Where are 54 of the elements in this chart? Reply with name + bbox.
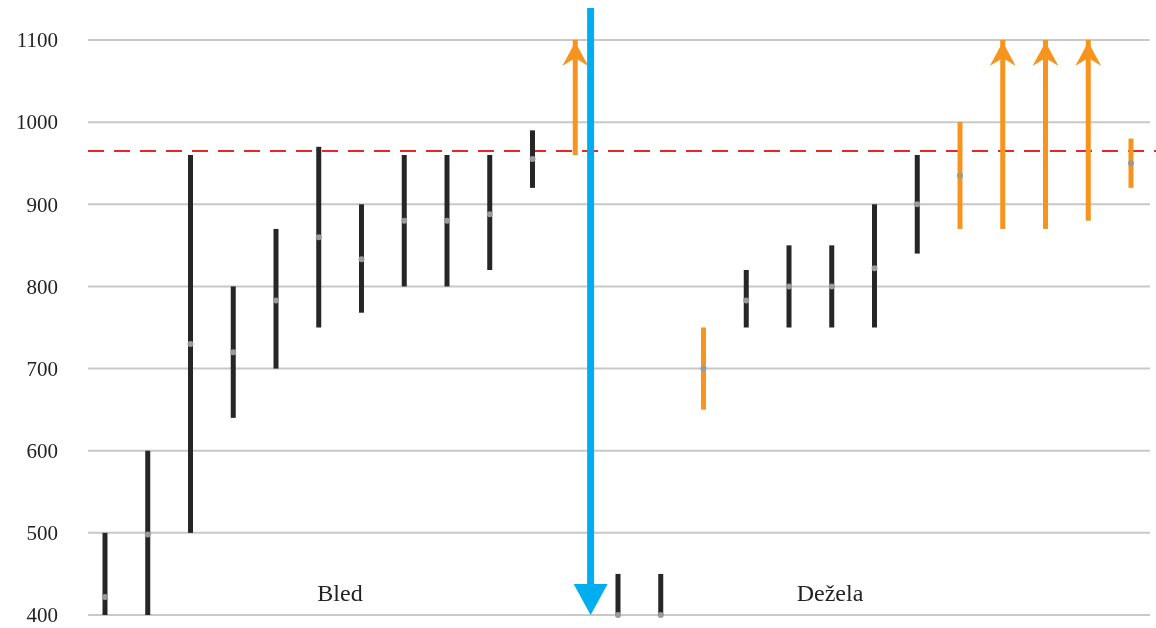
point (871, 265, 878, 272)
bar (872, 204, 877, 328)
y-tick-label: 800 (26, 274, 58, 299)
bar (145, 450, 151, 615)
bar (273, 228, 279, 369)
point (957, 172, 963, 179)
bar (914, 155, 920, 254)
point (615, 612, 621, 618)
y-tick-label: 700 (26, 356, 58, 381)
point (315, 234, 322, 241)
bar (487, 155, 493, 270)
point (828, 283, 835, 290)
point (700, 365, 707, 372)
bar (829, 245, 835, 328)
point (914, 201, 921, 208)
bar (188, 155, 193, 533)
bar (957, 122, 963, 229)
bar (1043, 40, 1048, 229)
bar (359, 204, 364, 313)
point (657, 612, 664, 618)
bar (1085, 40, 1091, 221)
point (486, 211, 493, 218)
y-tick-label: 400 (26, 603, 58, 628)
bar (530, 130, 535, 188)
point (786, 283, 792, 290)
point (187, 340, 194, 347)
bar (615, 573, 621, 615)
bar (230, 286, 236, 418)
point (230, 349, 237, 356)
point (529, 156, 536, 163)
point (743, 297, 750, 304)
bar (786, 245, 792, 328)
bar (102, 532, 108, 615)
annotation: Dežela (796, 580, 864, 606)
y-tick-label: 900 (26, 192, 58, 217)
point (444, 217, 450, 224)
y-tick-label: 500 (26, 521, 58, 546)
bar (743, 270, 749, 328)
point (102, 593, 108, 600)
y-tick-label: 1100 (16, 28, 58, 53)
y-tick-label: 600 (26, 439, 58, 464)
bar (658, 573, 664, 615)
bar (701, 327, 706, 410)
bar (1000, 40, 1006, 229)
point (144, 531, 151, 538)
point (273, 297, 279, 304)
bar (401, 155, 407, 287)
bar (316, 146, 322, 328)
point (401, 217, 408, 224)
annotation: Bled (317, 580, 363, 606)
point (1128, 160, 1134, 167)
y-tick-label: 1000 (16, 110, 58, 135)
bar (444, 155, 450, 287)
point (358, 256, 365, 263)
